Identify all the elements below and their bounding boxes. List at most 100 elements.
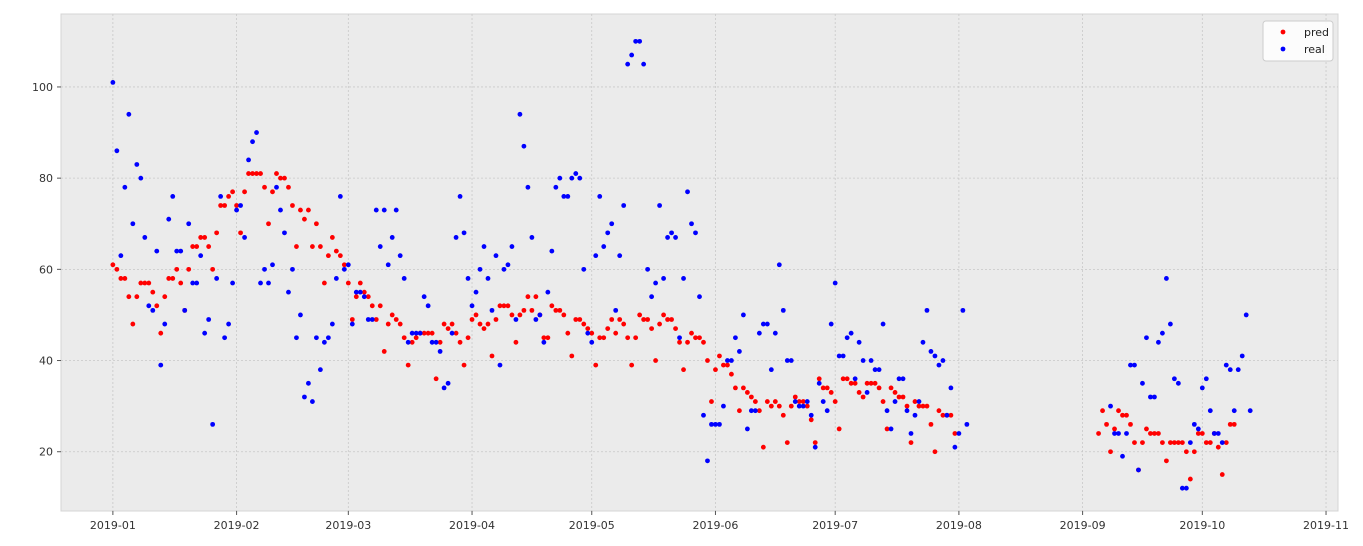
data-point-pred <box>748 394 754 400</box>
data-point-pred <box>1100 408 1105 414</box>
data-point-pred <box>601 335 607 341</box>
legend: pred real <box>1262 20 1334 62</box>
legend-label-real: real <box>1304 43 1325 56</box>
data-point-real <box>501 266 507 272</box>
data-point-real <box>740 312 746 318</box>
data-point-pred <box>609 317 615 322</box>
data-point-real <box>274 184 279 190</box>
data-point-real <box>1175 380 1181 386</box>
data-point-real <box>541 339 547 345</box>
data-point-pred <box>445 326 451 332</box>
data-point-real <box>693 230 698 236</box>
data-point-real <box>1171 376 1177 382</box>
data-point-real <box>369 317 375 322</box>
data-point-pred <box>154 303 160 309</box>
data-point-pred <box>377 303 383 309</box>
data-point-real <box>433 339 439 345</box>
data-point-pred <box>365 294 371 300</box>
data-point-pred <box>501 303 507 309</box>
data-point-pred <box>928 421 934 427</box>
data-point-pred <box>756 408 762 414</box>
data-point-real <box>752 408 758 414</box>
data-point-pred <box>222 203 228 208</box>
data-point-pred <box>294 244 299 249</box>
y-tick-label: 100 <box>32 81 53 94</box>
data-point-real <box>936 362 942 368</box>
x-tick-label: 2019-05 <box>569 519 615 532</box>
data-point-pred <box>437 339 443 345</box>
data-point-pred <box>278 175 283 181</box>
data-point-pred <box>389 312 395 318</box>
data-point-real <box>780 307 786 313</box>
data-point-real <box>844 335 850 341</box>
data-point-pred <box>381 349 387 354</box>
data-point-pred <box>1231 421 1237 427</box>
data-point-real <box>896 376 902 382</box>
data-point-pred <box>361 289 367 295</box>
data-point-real <box>294 335 299 341</box>
data-point-pred <box>884 426 890 432</box>
data-point-real <box>337 193 343 199</box>
data-point-pred <box>784 440 790 446</box>
data-point-real <box>864 390 870 395</box>
data-point-real <box>916 399 922 404</box>
data-point-real <box>489 307 495 313</box>
data-point-pred <box>138 280 144 286</box>
data-point-real <box>653 280 659 286</box>
data-point-real <box>222 335 228 341</box>
data-point-pred <box>689 330 694 336</box>
data-point-real <box>820 399 826 404</box>
data-point-real <box>633 38 639 44</box>
data-point-real <box>1167 321 1173 327</box>
data-point-pred <box>585 326 591 332</box>
data-point-real <box>246 157 251 163</box>
data-point-pred <box>202 235 208 240</box>
data-point-real <box>405 339 411 345</box>
data-point-real <box>836 353 842 359</box>
data-point-pred <box>306 207 311 213</box>
data-point-pred <box>796 399 802 404</box>
data-point-pred <box>517 312 523 318</box>
data-point-pred <box>485 321 491 327</box>
data-point-pred <box>557 307 563 313</box>
data-point-real <box>154 248 160 254</box>
data-point-pred <box>461 362 467 368</box>
data-point-real <box>725 358 730 363</box>
x-tick-label: 2019-09 <box>1060 519 1106 532</box>
data-point-pred <box>453 330 459 336</box>
data-point-pred <box>948 412 954 418</box>
data-point-real <box>629 52 635 58</box>
data-point-real <box>457 193 463 199</box>
data-point-pred <box>852 380 858 386</box>
data-point-pred <box>545 335 551 341</box>
data-point-real <box>1191 421 1197 427</box>
data-point-real <box>497 362 503 368</box>
data-point-pred <box>721 362 726 368</box>
data-point-pred <box>1175 440 1181 446</box>
data-point-real <box>126 111 132 117</box>
data-point-real <box>1144 335 1149 341</box>
data-point-pred <box>733 385 738 391</box>
data-point-pred <box>1191 449 1197 455</box>
data-point-real <box>1132 362 1137 368</box>
data-point-real <box>206 317 212 322</box>
data-point-real <box>908 431 914 436</box>
data-point-pred <box>1199 431 1205 436</box>
data-point-pred <box>321 280 327 286</box>
data-point-pred <box>792 394 798 400</box>
data-point-pred <box>661 312 666 318</box>
data-point-real <box>302 394 307 400</box>
data-point-real <box>956 431 962 436</box>
data-point-pred <box>864 380 870 386</box>
data-point-real <box>868 358 874 363</box>
data-point-pred <box>693 335 698 341</box>
data-point-pred <box>174 266 180 272</box>
data-point-pred <box>832 399 838 404</box>
data-point-real <box>429 339 435 345</box>
data-point-real <box>685 189 690 195</box>
data-point-pred <box>880 399 886 404</box>
data-point-real <box>349 321 355 327</box>
legend-label-pred: pred <box>1304 26 1329 39</box>
data-point-real <box>613 307 619 313</box>
data-point-pred <box>302 216 307 222</box>
